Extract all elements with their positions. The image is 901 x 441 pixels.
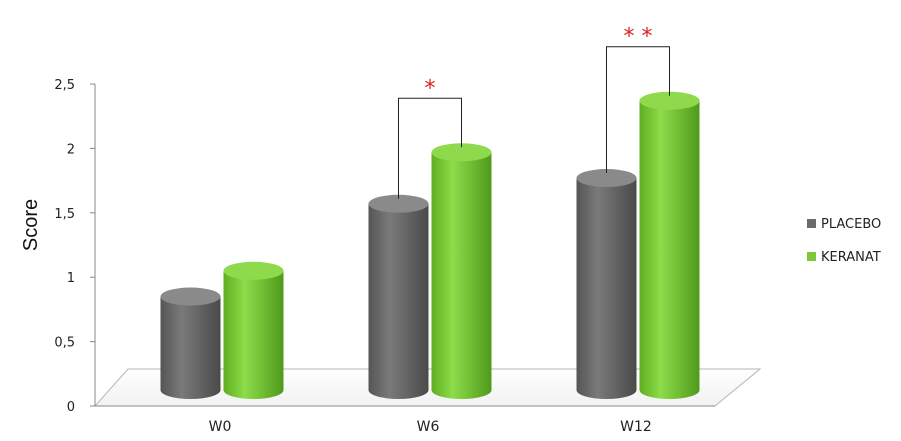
legend-label: PLACEBO [821,217,881,232]
significance-marker: * [425,76,436,101]
legend-swatch [807,219,816,228]
bar-keranat-w6 [431,143,492,399]
y-tick-label: 2 [67,142,75,157]
legend-item-keranat: KERANAT [807,250,881,265]
bar-keranat-w12 [639,91,700,399]
bar-placebo-w0 [160,287,221,399]
y-tick-label: 0,5 [54,336,75,351]
significance-w12: * * [606,25,670,174]
y-axis-label: Score [20,199,42,251]
x-tick-label: W12 [620,419,652,435]
x-tick-label: W0 [209,419,232,435]
y-tick-label: 0 [67,400,75,415]
bar-placebo-w6 [368,194,429,399]
y-ticks: 0 0,5 1 1,5 2 2,5 [54,78,95,415]
bar-keranat-w0 [223,261,284,399]
bar-placebo-w12 [576,169,637,399]
y-tick-label: 2,5 [54,78,75,93]
y-tick-label: 1 [67,271,75,286]
significance-markers: * * * [398,25,670,199]
significance-marker: * * [624,25,653,50]
y-tick-label: 1,5 [54,207,75,222]
legend-label: KERANAT [821,250,881,265]
bars [160,91,700,399]
x-tick-label: W6 [417,419,440,435]
significance-w6: * [398,76,462,199]
legend-swatch [807,252,816,261]
legend: PLACEBO KERANAT [807,217,881,265]
legend-item-placebo: PLACEBO [807,217,881,232]
category-labels: W0 W6 W12 [209,419,652,435]
